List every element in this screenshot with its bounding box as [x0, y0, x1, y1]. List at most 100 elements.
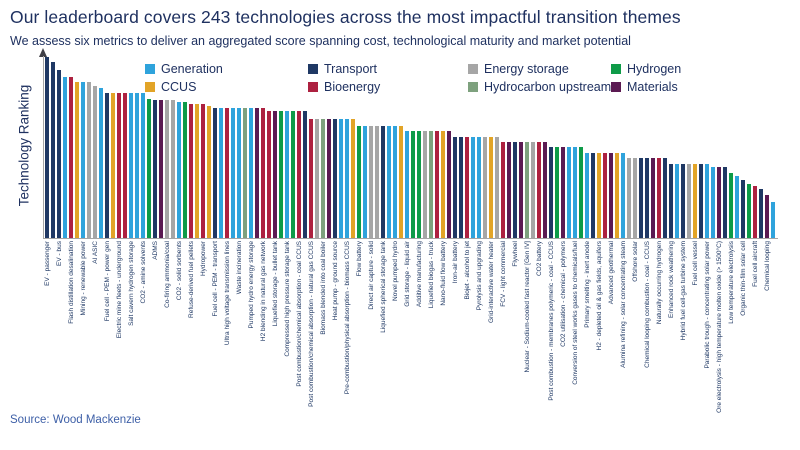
y-axis-title: Technology Ranking — [16, 84, 32, 207]
legend-item-energy_storage: Energy storage — [468, 62, 611, 76]
bar-label: Pumped hydro energy storage — [247, 241, 255, 329]
bar — [471, 137, 475, 238]
bar — [171, 100, 175, 238]
bar — [375, 126, 379, 238]
bar — [519, 142, 523, 238]
bar-label: Pre-combustion/physical absorption - bio… — [343, 241, 351, 395]
bar-label: Low temperature electrolysis — [727, 241, 735, 324]
bar — [747, 184, 751, 238]
bar-label: Grid-interactive water heater — [487, 241, 495, 324]
chart-legend: Generation Transport Energy storage Hydroge… — [145, 62, 681, 94]
legend-swatch-icon — [611, 82, 621, 92]
bar — [291, 111, 295, 238]
bar-label: Chemical looping combustion - coal - CCU… — [643, 241, 651, 368]
bar — [69, 77, 73, 238]
bar-label: Biojet - alcohol to jet — [463, 241, 471, 300]
page-title: Our leaderboard covers 243 technologies … — [10, 7, 681, 27]
bar-label: Grid storage - liquid air — [403, 241, 411, 307]
bar — [453, 137, 457, 238]
bar — [333, 119, 337, 238]
bar — [393, 126, 397, 238]
bar — [177, 102, 181, 238]
bar — [225, 108, 229, 238]
bar — [315, 119, 319, 238]
bar — [45, 57, 49, 238]
bar — [81, 82, 85, 238]
legend-swatch-icon — [145, 82, 155, 92]
legend-swatch-icon — [308, 82, 318, 92]
bar — [99, 88, 103, 238]
bar — [51, 62, 55, 238]
legend-label: Energy storage — [484, 62, 569, 76]
bar — [63, 77, 67, 238]
bar — [369, 126, 373, 238]
bar-label: Fuel cell - PEM - power gen — [103, 241, 111, 322]
y-axis-arrow-icon — [39, 48, 47, 57]
bar-label: AI ASIC — [91, 241, 99, 264]
bar — [147, 99, 151, 238]
bar-label: Flywheel — [511, 241, 519, 267]
bar — [663, 158, 667, 238]
bar — [111, 93, 115, 238]
bar — [717, 167, 721, 238]
bar — [705, 164, 709, 238]
bar-label: Waste incineration — [235, 241, 243, 295]
bar-label: Conversion of steel works gases to chemi… — [571, 241, 579, 385]
legend-item-hydrogen: Hydrogen — [611, 62, 681, 76]
bar-label: Fuel cell vessel — [691, 241, 699, 286]
bar — [573, 147, 577, 238]
legend-item-bioenergy: Bioenergy — [308, 80, 468, 94]
bar-label: Flow battery — [355, 241, 363, 277]
bar — [357, 126, 361, 238]
bar — [645, 158, 649, 238]
bar — [363, 126, 367, 238]
bar — [477, 137, 481, 238]
bar — [741, 180, 745, 238]
legend-item-materials: Materials — [611, 80, 681, 94]
bar-label: Electric mine fleets - underground — [115, 241, 123, 339]
bar — [93, 86, 97, 238]
bar — [579, 147, 583, 238]
legend-item-generation: Generation — [145, 62, 308, 76]
bar-label: Hydropower — [199, 241, 207, 277]
bar-label: Ore electrolysis - high temperature molt… — [715, 241, 723, 413]
bar — [429, 131, 433, 238]
bar — [159, 100, 163, 238]
legend-label: Bioenergy — [324, 80, 381, 94]
bar — [711, 167, 715, 238]
bar — [729, 173, 733, 238]
bar — [285, 111, 289, 238]
bar — [117, 93, 121, 238]
legend-swatch-icon — [468, 64, 478, 74]
bar — [693, 164, 697, 238]
bar — [531, 142, 535, 238]
legend-swatch-icon — [308, 64, 318, 74]
bar-label: Fuel cell aircraft — [751, 241, 759, 287]
bar — [141, 93, 145, 238]
bar-label: Post combustion - membranes polymeric - … — [547, 241, 555, 401]
bar — [441, 131, 445, 238]
bar-label: Primary smelting - inert anode — [583, 241, 591, 328]
bar — [627, 158, 631, 238]
bar — [753, 186, 757, 238]
bar — [399, 126, 403, 238]
bar — [129, 93, 133, 238]
bar — [591, 153, 595, 238]
bar-label: Salt cavern hydrogen storage — [127, 241, 135, 326]
bar-label: Hybrid fuel cell-gas turbine system — [679, 241, 687, 341]
bar — [657, 158, 661, 238]
bar-label: Novel pumped hydro — [391, 241, 399, 301]
bar-label: H2 blending in natural gas network — [259, 241, 267, 342]
bar-label: Co-firing ammonia/coal — [163, 241, 171, 308]
bar-label: Nuclear - Sodium-cooled fast reactor [Ge… — [523, 241, 531, 373]
bar — [249, 108, 253, 238]
source-text: Source: Wood Mackenzie — [10, 414, 141, 426]
bar — [279, 111, 283, 238]
bar-label: EV - passenger — [43, 241, 51, 286]
bar — [495, 137, 499, 238]
bar-label: H2 - depleted oil & gas fields, aquifers — [595, 241, 603, 351]
bar — [423, 131, 427, 238]
bar — [309, 119, 313, 238]
bar — [321, 119, 325, 238]
